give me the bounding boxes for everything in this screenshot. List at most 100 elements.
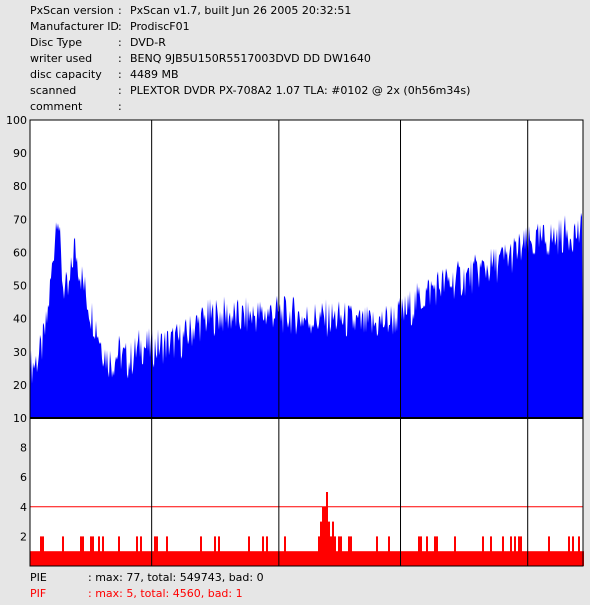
- pif-bar: [378, 551, 380, 566]
- pif-bar: [58, 551, 60, 566]
- pif-bar: [274, 551, 276, 566]
- pif-bar: [574, 551, 576, 566]
- pif-bar: [106, 551, 108, 566]
- pif-bar: [160, 551, 162, 566]
- pif-bar: [162, 551, 164, 566]
- pif-bar: [202, 551, 204, 566]
- pif-bar: [248, 536, 250, 566]
- pif-bar: [44, 551, 46, 566]
- pif-bar: [324, 506, 326, 566]
- pie-y-tick-label: 90: [13, 147, 27, 160]
- pif-bar: [528, 551, 530, 566]
- pif-bar: [96, 551, 98, 566]
- pif-bar: [526, 551, 528, 566]
- pif-bar: [530, 551, 532, 566]
- pif-bar: [490, 536, 492, 566]
- pif-bar: [382, 551, 384, 566]
- pif-bar: [170, 551, 172, 566]
- pif-bar: [268, 551, 270, 566]
- pif-bar: [116, 551, 118, 566]
- pif-bar: [218, 536, 220, 566]
- pif-bar: [280, 551, 282, 566]
- pie-y-tick-label: 10: [13, 412, 27, 425]
- pif-y-tick-label: 2: [20, 530, 27, 543]
- pif-bar: [182, 551, 184, 566]
- pif-bar: [394, 551, 396, 566]
- pie-y-tick-label: 100: [6, 116, 27, 127]
- pif-bar: [56, 551, 58, 566]
- pif-bar: [42, 536, 44, 566]
- pif-bar: [142, 551, 144, 566]
- pif-bar: [146, 551, 148, 566]
- pif-bar: [390, 551, 392, 566]
- pif-bar: [474, 551, 476, 566]
- pif-bar: [502, 536, 504, 566]
- pif-bar: [190, 551, 192, 566]
- pif-bar: [234, 551, 236, 566]
- pif-bar: [122, 551, 124, 566]
- pif-bar: [118, 536, 120, 566]
- pif-bar: [356, 551, 358, 566]
- pif-bar: [370, 551, 372, 566]
- summary-footer: PIE: max: 77, total: 549743, bad: 0 PIF:…: [30, 570, 264, 602]
- pif-bar: [86, 551, 88, 566]
- pif-bar: [230, 551, 232, 566]
- pif-bar: [512, 551, 514, 566]
- pif-bar: [476, 551, 478, 566]
- pif-bar: [570, 551, 572, 566]
- pie-y-tick-label: 20: [13, 379, 27, 392]
- pif-bar: [466, 551, 468, 566]
- pif-bar: [540, 551, 542, 566]
- pif-bar: [406, 551, 408, 566]
- pif-bar: [134, 551, 136, 566]
- pif-bar: [54, 551, 56, 566]
- pif-bar: [112, 551, 114, 566]
- pif-bar: [76, 551, 78, 566]
- pif-bar: [422, 551, 424, 566]
- pif-bar: [74, 551, 76, 566]
- pif-bar: [186, 551, 188, 566]
- pie-y-tick-label: 60: [13, 246, 27, 259]
- pif-bar: [350, 536, 352, 566]
- pif-bar: [166, 536, 168, 566]
- pif-bar: [452, 551, 454, 566]
- info-key: writer used: [30, 52, 93, 65]
- pif-bar: [536, 551, 538, 566]
- pif-bar: [362, 551, 364, 566]
- pif-bar: [432, 551, 434, 566]
- pie-area: [30, 212, 583, 418]
- pif-bar: [484, 551, 486, 566]
- pif-bar: [364, 551, 366, 566]
- pif-bar: [246, 551, 248, 566]
- pif-bar: [368, 551, 370, 566]
- pif-bar: [514, 536, 516, 566]
- grid-lines: [29, 119, 584, 567]
- pif-bar: [34, 551, 36, 566]
- pif-bar: [448, 551, 450, 566]
- axis-labels: 10 20 30 40 50 60 70 80 90 100 2 4 6 8: [6, 116, 27, 543]
- pif-bar: [222, 551, 224, 566]
- pif-bar: [312, 551, 314, 566]
- pif-bar: [136, 536, 138, 566]
- info-key: scanned: [30, 84, 77, 97]
- plot-border: [29, 119, 584, 567]
- pif-bar: [446, 551, 448, 566]
- pif-bar: [92, 536, 94, 566]
- pif-bar: [292, 551, 294, 566]
- pif-bar: [200, 536, 202, 566]
- pif-bar: [88, 551, 90, 566]
- pif-bar: [238, 551, 240, 566]
- pif-bar: [522, 551, 524, 566]
- pif-bar: [420, 536, 422, 566]
- pif-bar: [488, 551, 490, 566]
- info-key: disc capacity: [30, 68, 102, 81]
- pif-bar: [572, 536, 574, 566]
- pif-bar: [194, 551, 196, 566]
- pif-bar: [188, 551, 190, 566]
- pif-bar: [184, 551, 186, 566]
- pif-bar: [110, 551, 112, 566]
- pif-bar: [154, 536, 156, 566]
- pif-summary-value: : max: 5, total: 4560, bad: 1: [88, 587, 243, 600]
- pif-bar: [464, 551, 466, 566]
- pif-bar: [520, 536, 522, 566]
